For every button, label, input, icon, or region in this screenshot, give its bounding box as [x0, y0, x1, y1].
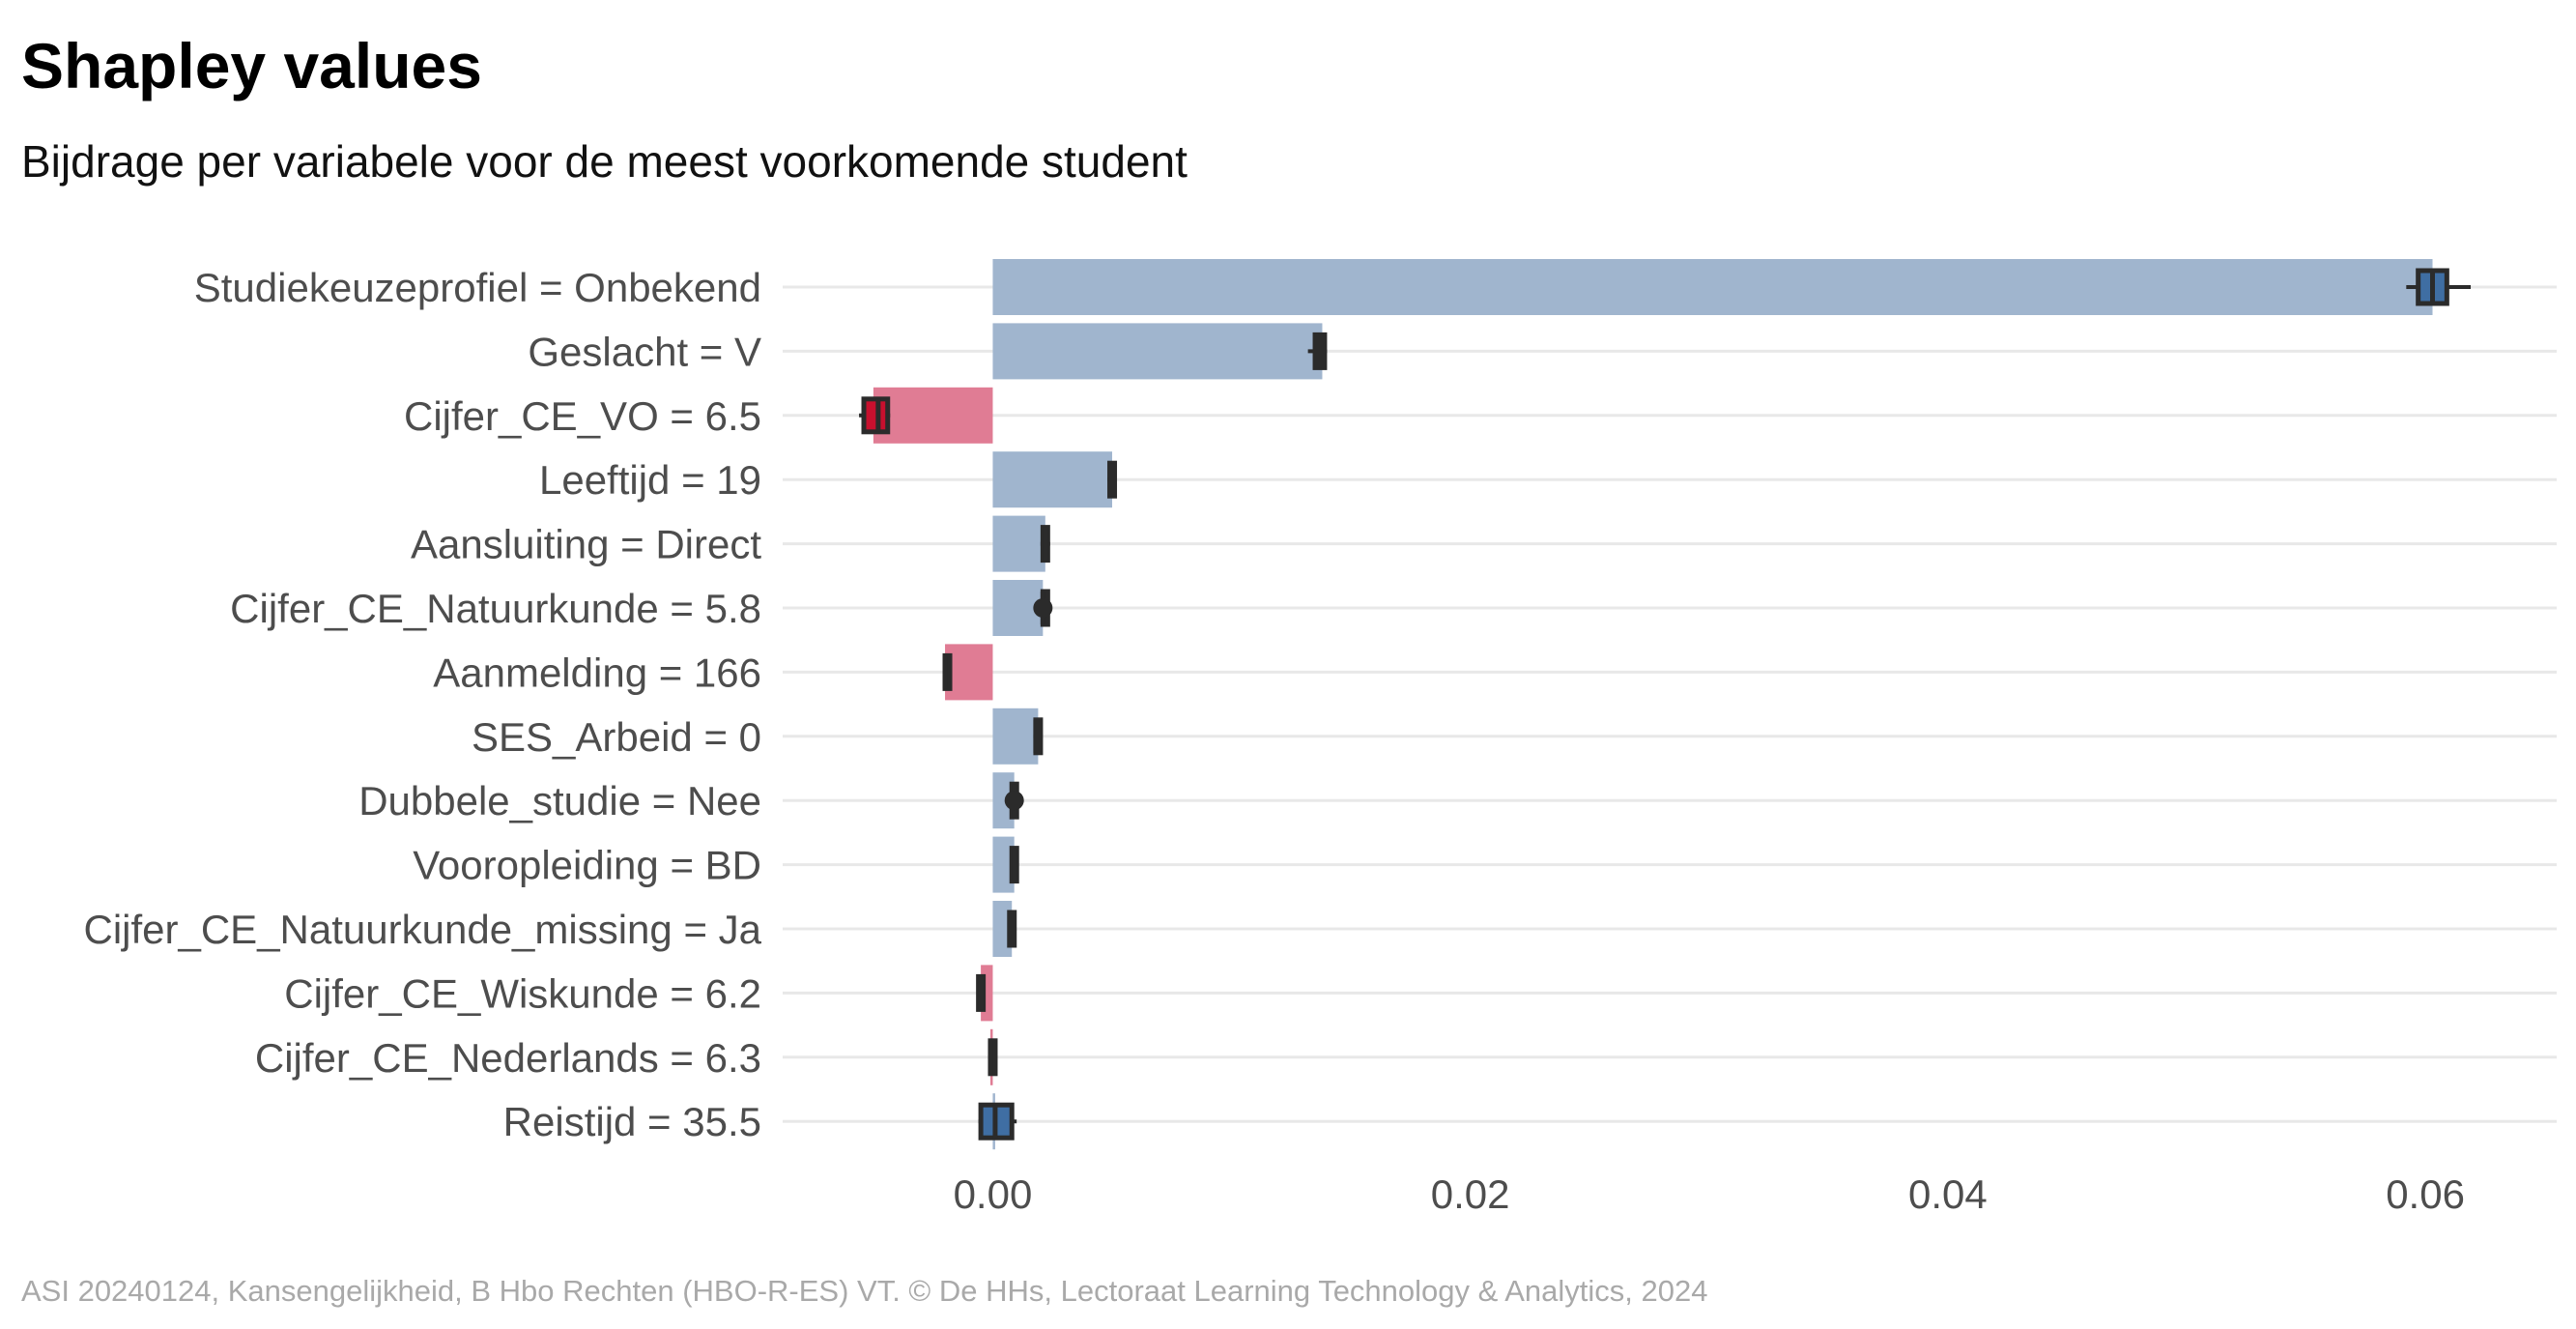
category-label: Studiekeuzeprofiel = Onbekend — [194, 265, 761, 310]
chart-caption: ASI 20240124, Kansengelijkheid, B Hbo Re… — [21, 1274, 1708, 1308]
x-tick-label: 0.06 — [2386, 1171, 2465, 1217]
bar — [992, 772, 1015, 829]
bar — [992, 323, 1323, 380]
category-label: Dubbele_studie = Nee — [358, 778, 761, 823]
bar — [992, 515, 1045, 572]
bar — [992, 708, 1039, 765]
category-label: Cijfer_CE_VO = 6.5 — [404, 393, 761, 439]
category-label: Cijfer_CE_Wiskunde = 6.2 — [284, 970, 761, 1016]
category-label: Vooropleiding = BD — [413, 843, 761, 888]
x-tick-label: 0.02 — [1431, 1171, 1510, 1217]
category-label: Cijfer_CE_Natuurkunde = 5.8 — [230, 586, 761, 631]
category-label: Aanmelding = 166 — [433, 650, 761, 695]
boxplot-outlier-point — [1033, 598, 1053, 618]
chart-subtitle: Bijdrage per variabele voor de meest voo… — [21, 136, 1188, 187]
category-label: Cijfer_CE_Natuurkunde_missing = Ja — [83, 907, 761, 952]
bar — [945, 644, 993, 701]
bar — [992, 451, 1113, 508]
x-tick-label: 0.00 — [954, 1171, 1033, 1217]
category-label: Leeftijd = 19 — [539, 457, 761, 503]
category-label: Aansluiting = Direct — [411, 522, 761, 567]
bar — [992, 836, 1015, 893]
category-label: Geslacht = V — [528, 329, 761, 374]
boxplot-outlier-point — [1004, 791, 1024, 811]
category-label: Cijfer_CE_Nederlands = 6.3 — [255, 1035, 761, 1081]
x-tick-label: 0.04 — [1908, 1171, 1988, 1217]
bar — [873, 387, 993, 444]
category-label: Reistijd = 35.5 — [503, 1099, 761, 1144]
bar — [992, 259, 2433, 315]
chart-title: Shapley values — [21, 30, 482, 101]
category-label: SES_Arbeid = 0 — [472, 714, 761, 760]
